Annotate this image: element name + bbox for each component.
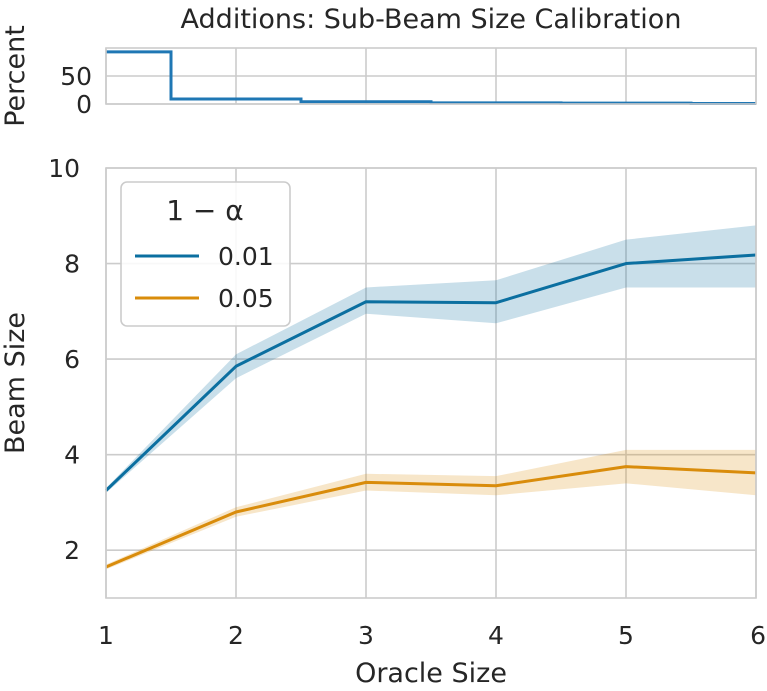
band-0.05 [106,449,756,570]
y-axis-label: Beam Size [0,312,31,454]
top-y-axis-label: Percent [0,25,31,127]
main-plot-frame [105,167,757,599]
top-step-line [106,50,756,105]
legend: 1 − α 0.01 0.05 [120,181,291,327]
top-plot-frame [105,47,757,105]
legend-label-0.05: 0.05 [218,284,274,313]
top-y-tick-labels: 050 [60,62,92,119]
main-y-tick-label: 4 [64,441,80,470]
top-y-tick-label: 0 [76,90,92,119]
chart-title: Additions: Sub-Beam Size Calibration [181,4,682,35]
series-line-0.05 [105,465,757,569]
series-line-0.01 [104,253,757,492]
top-y-tick-label: 50 [60,62,92,91]
top-gridlines [105,48,757,105]
main-y-tick-label: 2 [64,536,80,565]
legend-title: 1 − α [166,194,244,227]
x-tick-label: 3 [358,621,374,650]
legend-label-0.01: 0.01 [218,242,274,271]
x-tick-label: 5 [618,621,634,650]
x-axis-label: Oracle Size [355,658,507,689]
top-step-series [106,50,756,105]
main-y-tick-labels: 2 4 6 8 10 [48,154,80,565]
top-panel: Additions: Sub-Beam Size Calibration Per… [0,4,757,127]
x-tick-label: 1 [98,621,114,650]
main-y-tick-label: 6 [64,345,80,374]
main-y-tick-label: 8 [64,250,80,279]
main-y-tick-label: 10 [48,154,80,183]
x-tick-label: 6 [750,621,766,650]
x-tick-label: 2 [228,621,244,650]
x-tick-label: 4 [488,621,504,650]
series-lines [104,253,757,569]
band-0.01 [106,225,756,493]
x-tick-labels: 1 2 3 4 5 6 [98,621,766,650]
legend-box [120,181,291,327]
confidence-bands [106,225,756,570]
